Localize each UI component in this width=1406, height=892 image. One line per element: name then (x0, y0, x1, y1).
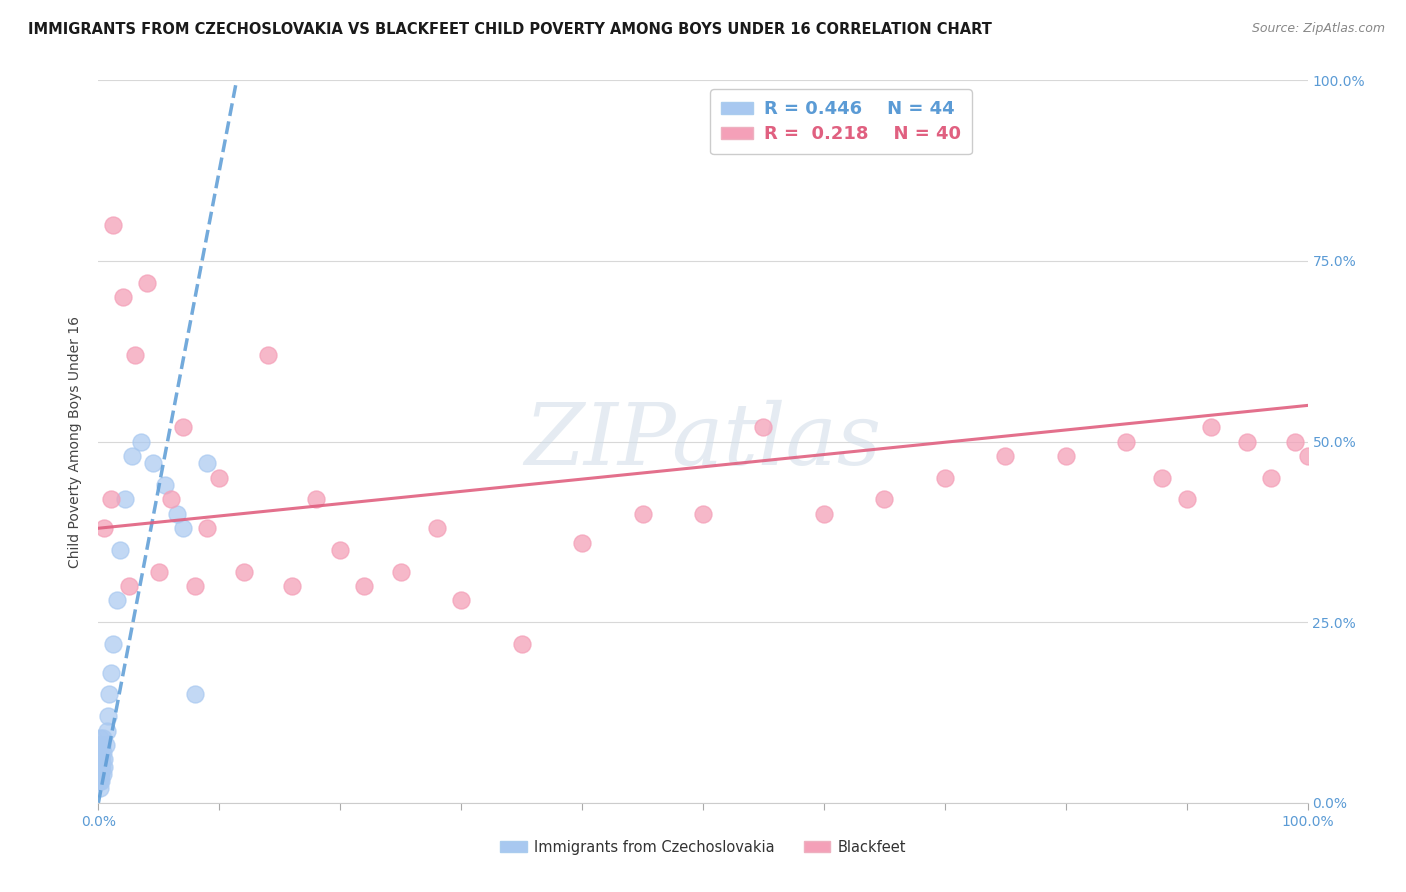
Point (934, 470, 956, 484)
Point (101, 218, 124, 232)
Point (1115, 434, 1137, 449)
Point (87, 752, 110, 766)
Point (631, 507, 654, 521)
Point (281, 579, 304, 593)
Point (124, 348, 146, 362)
Point (426, 521, 449, 535)
Point (135, 276, 157, 290)
Point (89, 767, 111, 781)
Point (208, 470, 231, 484)
Point (93, 760, 115, 774)
Point (100, 492, 122, 507)
Point (91, 760, 114, 774)
Point (89, 752, 111, 766)
Point (94, 738, 117, 752)
Point (90, 774, 112, 789)
Point (1260, 470, 1282, 484)
Point (89, 760, 111, 774)
Point (90, 760, 112, 774)
Point (752, 420, 775, 434)
Point (1236, 434, 1258, 449)
Point (329, 542, 352, 557)
Point (1175, 492, 1198, 507)
Point (90, 752, 112, 766)
Point (195, 456, 218, 470)
Point (994, 449, 1017, 463)
Point (121, 449, 143, 463)
Text: IMMIGRANTS FROM CZECHOSLOVAKIA VS BLACKFEET CHILD POVERTY AMONG BOYS UNDER 16 CO: IMMIGRANTS FROM CZECHOSLOVAKIA VS BLACKF… (28, 22, 993, 37)
Point (111, 290, 134, 304)
Point (97, 709, 120, 723)
Point (89, 731, 111, 745)
Point (389, 565, 412, 579)
Y-axis label: Child Poverty Among Boys Under 16: Child Poverty Among Boys Under 16 (69, 316, 83, 567)
Point (93, 752, 115, 766)
Point (153, 478, 176, 492)
Point (89, 760, 111, 774)
Point (89, 774, 111, 789)
Point (692, 507, 714, 521)
Point (105, 593, 128, 607)
Point (184, 579, 207, 593)
Point (232, 565, 254, 579)
Point (160, 492, 183, 507)
Point (91, 752, 114, 766)
Point (166, 507, 188, 521)
Point (89, 738, 111, 752)
Point (305, 492, 328, 507)
Text: ZIPatlas: ZIPatlas (524, 401, 882, 483)
Point (172, 521, 194, 535)
Point (184, 687, 207, 701)
Point (1296, 449, 1319, 463)
Point (90, 767, 112, 781)
Point (172, 420, 194, 434)
Point (91, 745, 114, 759)
Point (89, 781, 111, 796)
Point (91, 738, 114, 752)
Point (91, 731, 114, 745)
Point (101, 637, 124, 651)
Point (98, 687, 121, 701)
Point (129, 434, 152, 449)
Point (256, 348, 278, 362)
Point (1199, 420, 1222, 434)
Point (571, 535, 593, 549)
Point (1054, 449, 1077, 463)
Point (93, 521, 115, 535)
Point (148, 565, 170, 579)
Point (114, 492, 136, 507)
Text: Source: ZipAtlas.com: Source: ZipAtlas.com (1251, 22, 1385, 36)
Point (1284, 434, 1306, 449)
Point (100, 665, 122, 680)
Point (873, 492, 896, 507)
Point (450, 593, 472, 607)
Point (87, 767, 110, 781)
Point (510, 637, 533, 651)
Point (353, 579, 375, 593)
Point (118, 579, 141, 593)
Point (89, 738, 111, 752)
Point (89, 745, 111, 759)
Point (89, 767, 111, 781)
Point (91, 767, 114, 781)
Point (1152, 470, 1174, 484)
Point (108, 542, 131, 557)
Point (195, 521, 218, 535)
Point (90, 745, 112, 759)
Point (813, 507, 835, 521)
Point (89, 774, 111, 789)
Point (142, 456, 165, 470)
Point (96, 723, 118, 738)
Legend: Immigrants from Czechoslovakia, Blackfeet: Immigrants from Czechoslovakia, Blackfee… (495, 834, 911, 861)
